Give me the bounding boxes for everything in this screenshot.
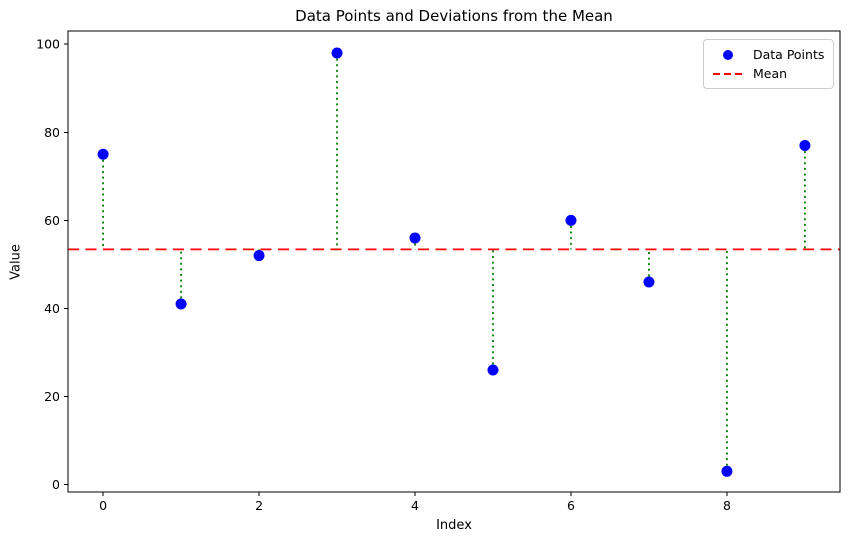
data-point — [643, 276, 655, 288]
x-tick-label: 2 — [255, 498, 263, 513]
data-point — [97, 148, 109, 160]
y-tick-label: 60 — [44, 213, 60, 228]
data-point — [253, 250, 265, 262]
y-axis-label: Value — [8, 244, 24, 280]
chart-title: Data Points and Deviations from the Mean — [295, 7, 613, 25]
y-tick-label: 40 — [44, 301, 60, 316]
y-tick-label: 100 — [36, 37, 60, 52]
x-tick-label: 6 — [567, 498, 575, 513]
y-tick-label: 80 — [44, 125, 60, 140]
legend-item-mean: Mean — [713, 64, 825, 83]
data-point — [487, 364, 499, 376]
data-point — [409, 232, 421, 244]
legend-label-data-points: Data Points — [753, 47, 825, 62]
legend: Data Points Mean — [703, 39, 834, 89]
x-tick-label: 4 — [411, 498, 419, 513]
legend-blue-dot-icon — [713, 49, 743, 60]
data-point — [175, 298, 187, 310]
legend-item-data-points: Data Points — [713, 45, 825, 64]
x-tick-label: 0 — [99, 498, 107, 513]
plot-border — [67, 30, 841, 493]
data-point — [331, 47, 343, 59]
data-point — [799, 139, 811, 151]
x-axis-label: Index — [436, 518, 472, 533]
data-point — [565, 214, 577, 226]
legend-red-dashed-line-icon — [713, 72, 743, 76]
y-tick-label: 0 — [52, 477, 60, 492]
y-tick-label: 20 — [44, 389, 60, 404]
data-point — [721, 465, 733, 477]
legend-label-mean: Mean — [753, 66, 788, 81]
x-tick-label: 8 — [723, 498, 731, 513]
